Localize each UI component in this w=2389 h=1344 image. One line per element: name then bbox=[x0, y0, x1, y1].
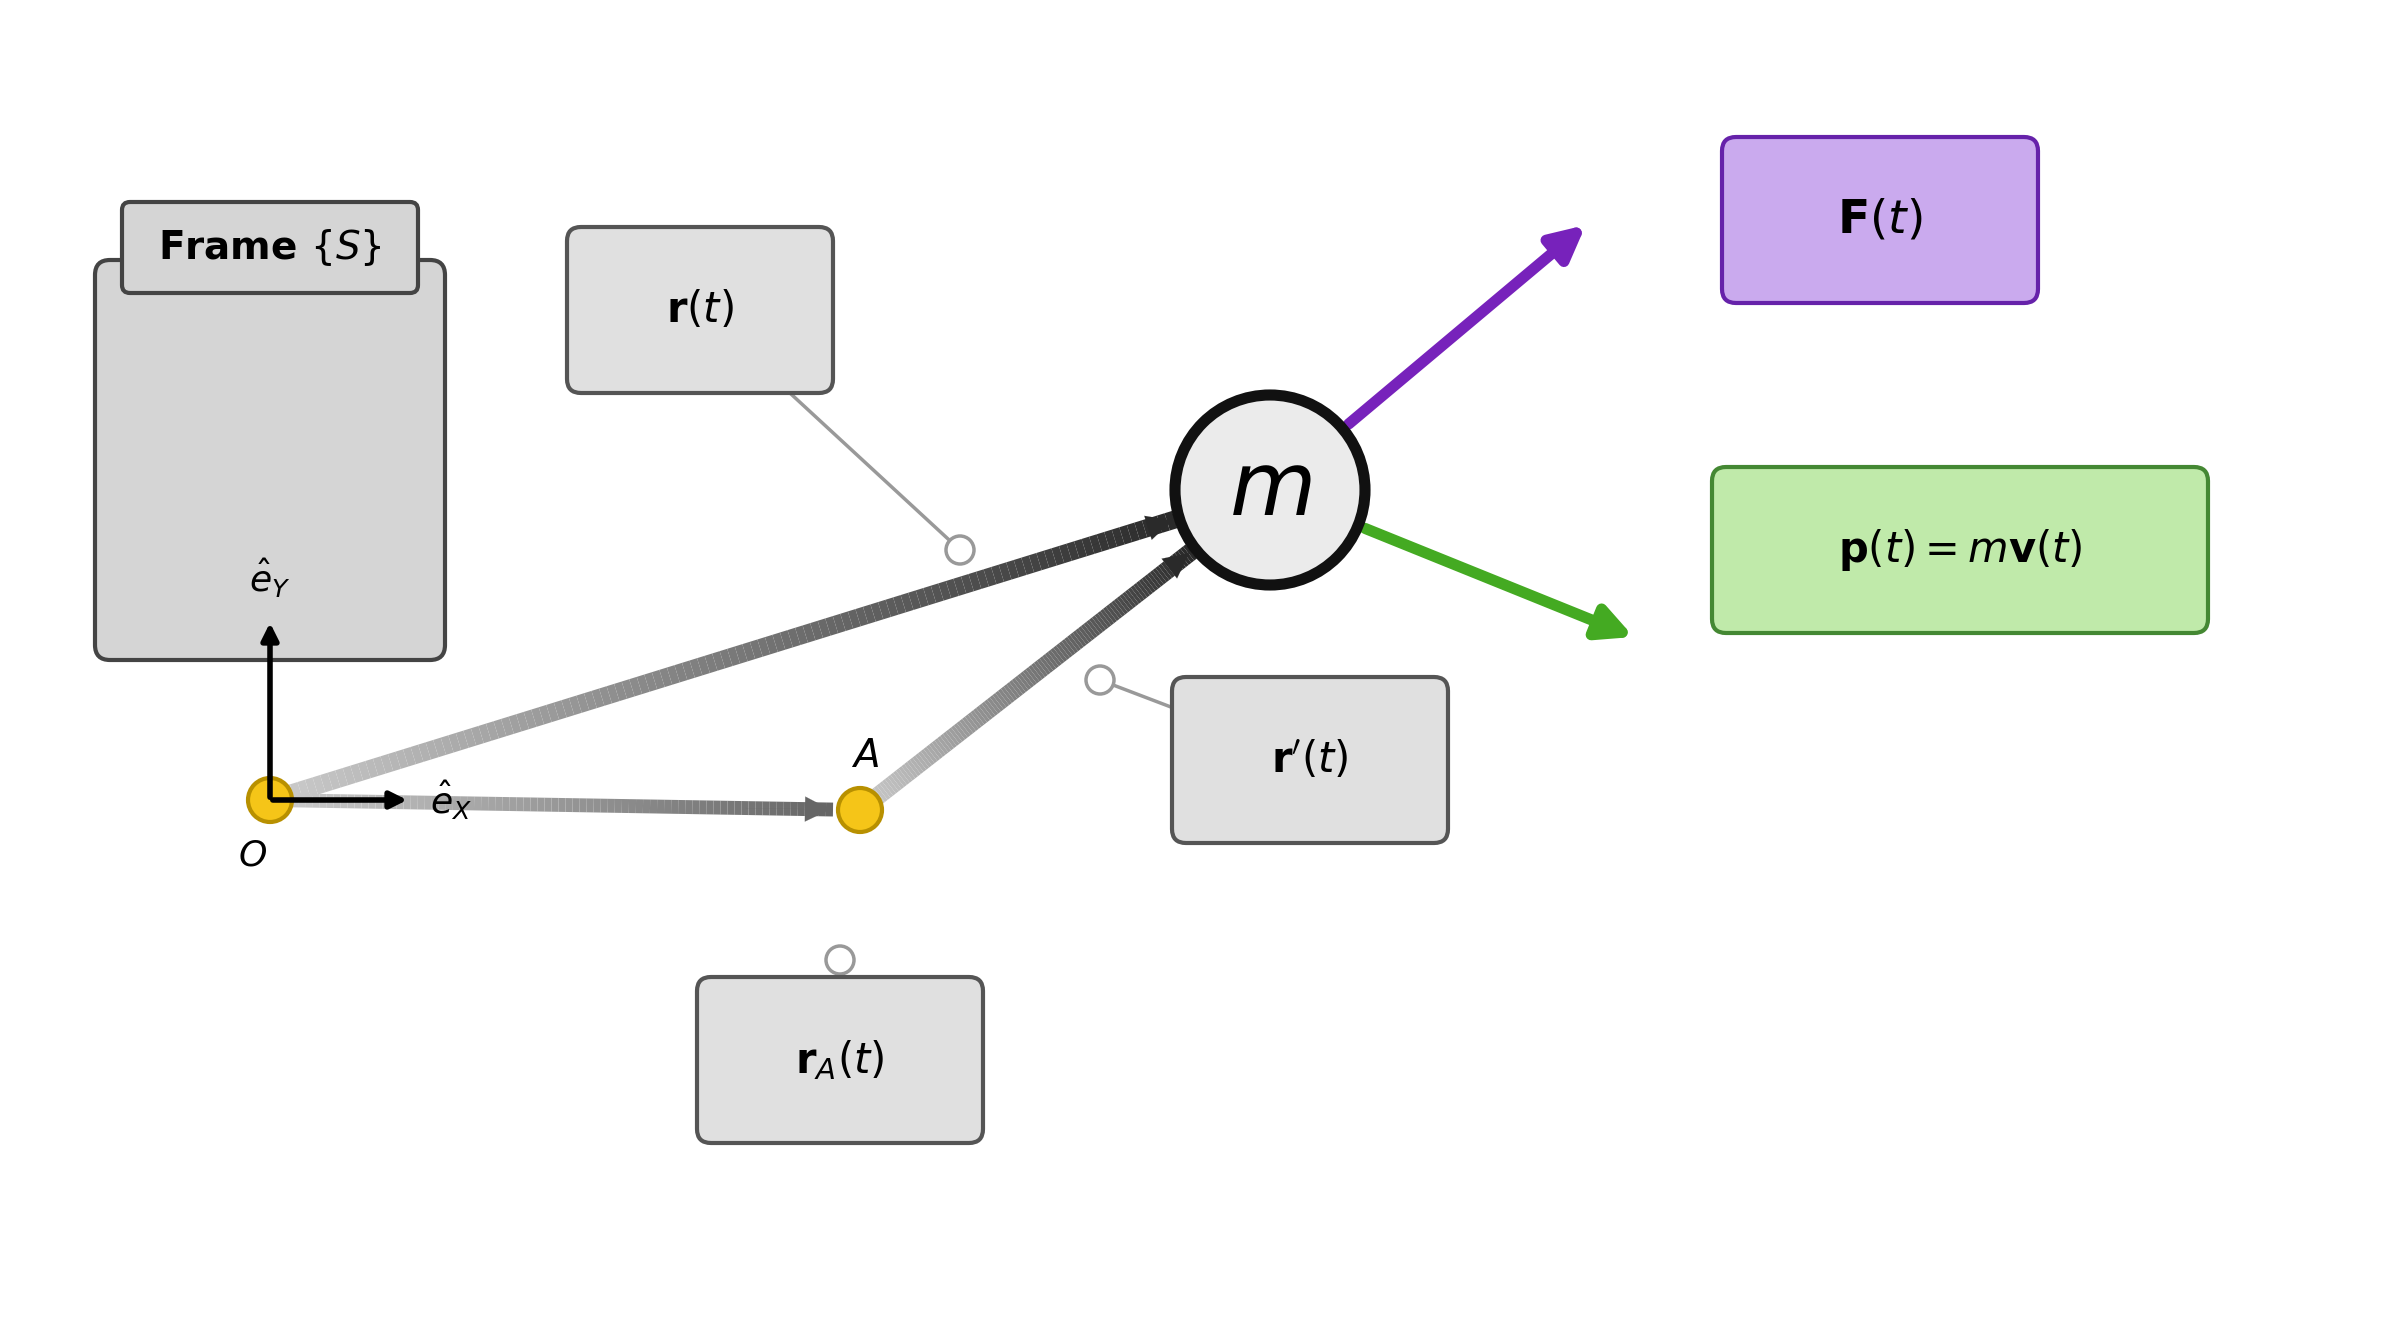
Text: $\mathbf{r}'(t)$: $\mathbf{r}'(t)$ bbox=[1271, 739, 1350, 781]
FancyBboxPatch shape bbox=[1713, 466, 2207, 633]
FancyBboxPatch shape bbox=[698, 977, 982, 1142]
Text: $\mathbf{p}(t) = m\mathbf{v}(t)$: $\mathbf{p}(t) = m\mathbf{v}(t)$ bbox=[1837, 527, 2083, 573]
FancyBboxPatch shape bbox=[1173, 677, 1448, 843]
Text: $A$: $A$ bbox=[850, 737, 879, 775]
Text: $m$: $m$ bbox=[1228, 448, 1312, 534]
FancyBboxPatch shape bbox=[1722, 137, 2038, 302]
Text: $\hat{e}_Y$: $\hat{e}_Y$ bbox=[248, 556, 291, 599]
Text: $\mathbf{r}_A(t)$: $\mathbf{r}_A(t)$ bbox=[796, 1038, 884, 1082]
Text: $\mathbf{r}(t)$: $\mathbf{r}(t)$ bbox=[667, 289, 733, 331]
Circle shape bbox=[1087, 667, 1113, 694]
Circle shape bbox=[248, 778, 291, 823]
Circle shape bbox=[946, 536, 975, 564]
Circle shape bbox=[827, 946, 853, 974]
FancyBboxPatch shape bbox=[566, 227, 834, 392]
Text: Frame $\{S\}$: Frame $\{S\}$ bbox=[158, 227, 382, 267]
Circle shape bbox=[839, 788, 882, 832]
Text: $\mathbf{F}(t)$: $\mathbf{F}(t)$ bbox=[1837, 198, 1923, 242]
Text: $\hat{e}_X$: $\hat{e}_X$ bbox=[430, 778, 473, 821]
FancyBboxPatch shape bbox=[96, 259, 444, 660]
Circle shape bbox=[1175, 395, 1364, 585]
FancyBboxPatch shape bbox=[122, 202, 418, 293]
Text: $O$: $O$ bbox=[237, 839, 268, 872]
